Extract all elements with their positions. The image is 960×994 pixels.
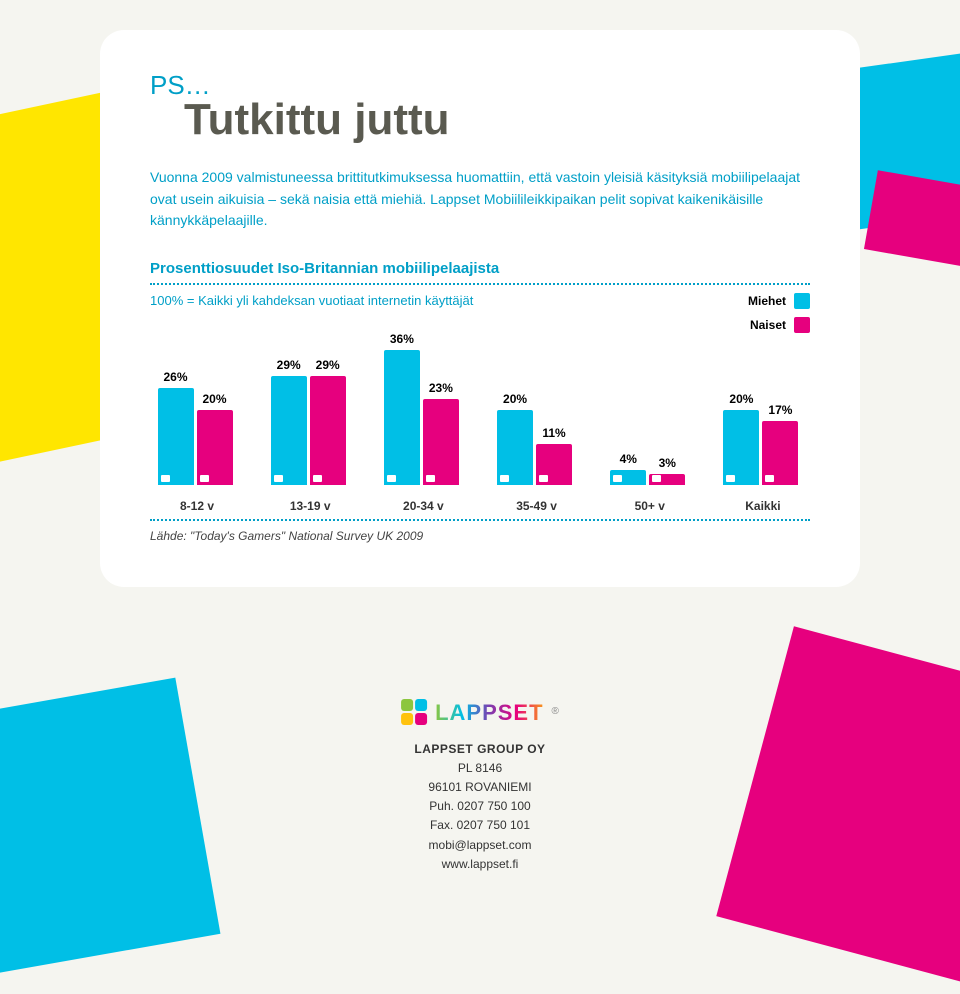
bar-naiset <box>649 474 685 485</box>
bar-miehet <box>723 410 759 485</box>
bar-value-label: 20% <box>729 392 753 406</box>
bar-wrap: 23% <box>423 381 459 485</box>
bar-group: 29% 29% <box>263 358 353 485</box>
chart-x-axis: 8-12 v 13-19 v 20-34 v 35-49 v 50+ v Kaikki <box>150 499 810 513</box>
content-card: PS… Tutkittu juttu Vuonna 2009 valmistun… <box>100 30 860 587</box>
bar-value-label: 11% <box>542 426 565 440</box>
legend-naiset-label: Naiset <box>750 318 786 332</box>
footer-line: mobi@lappset.com <box>401 836 559 855</box>
footer-line: 96101 ROVANIEMI <box>401 778 559 797</box>
divider-top <box>150 283 810 285</box>
intro-paragraph: Vuonna 2009 valmistuneessa brittitutkimu… <box>150 167 810 232</box>
bar-naiset <box>197 410 233 485</box>
chart-legend: Miehet Naiset <box>748 293 810 341</box>
footer: LAPPSET ® LAPPSET GROUP OY PL 814696101 … <box>401 695 559 875</box>
x-axis-label: 8-12 v <box>152 499 242 513</box>
bar-group: 20% 11% <box>490 392 580 485</box>
bar-value-label: 17% <box>768 403 792 417</box>
bar-naiset <box>536 444 572 485</box>
logo-wordmark: LAPPSET <box>435 695 543 730</box>
bar-wrap: 26% <box>158 370 194 486</box>
logo-mark-icon <box>401 699 427 725</box>
bar-miehet <box>271 376 307 485</box>
x-axis-label: 50+ v <box>605 499 695 513</box>
bar-naiset <box>423 399 459 485</box>
heading-main: Tutkittu juttu <box>184 95 810 145</box>
legend-naiset-swatch <box>794 317 810 333</box>
footer-line: Puh. 0207 750 100 <box>401 797 559 816</box>
bar-naiset <box>762 421 798 485</box>
bar-wrap: 3% <box>649 456 685 485</box>
bg-shape-magenta-br <box>716 626 960 993</box>
bar-miehet <box>497 410 533 485</box>
x-axis-label: 35-49 v <box>492 499 582 513</box>
divider-bottom <box>150 519 810 521</box>
logo-registered-icon: ® <box>552 704 559 720</box>
bar-wrap: 36% <box>384 332 420 485</box>
chart-subtitle: 100% = Kaikki yli kahdeksan vuotiaat int… <box>150 293 473 308</box>
footer-line: PL 8146 <box>401 759 559 778</box>
bar-value-label: 20% <box>503 392 527 406</box>
bar-wrap: 20% <box>723 392 759 485</box>
bar-value-label: 23% <box>429 381 453 395</box>
bar-value-label: 3% <box>659 456 676 470</box>
footer-line: www.lappset.fi <box>401 855 559 874</box>
bar-wrap: 29% <box>271 358 307 485</box>
bar-value-label: 26% <box>163 370 187 384</box>
bar-wrap: 11% <box>536 426 572 485</box>
bar-group: 20% 17% <box>716 392 806 485</box>
bar-chart: 26% 20% 29% 29% 36% 23% 20% 11% 4% 3% 20% 17% <box>150 315 810 485</box>
bar-value-label: 29% <box>277 358 301 372</box>
bar-naiset <box>310 376 346 485</box>
chart-title: Prosenttiosuudet Iso-Britannian mobiilip… <box>150 260 810 277</box>
bar-wrap: 17% <box>762 403 798 485</box>
chart-source: Lähde: "Today's Gamers" National Survey … <box>150 529 810 543</box>
bar-miehet <box>158 388 194 486</box>
bar-group: 36% 23% <box>376 332 466 485</box>
footer-line: Fax. 0207 750 101 <box>401 816 559 835</box>
bar-wrap: 20% <box>497 392 533 485</box>
bar-miehet <box>384 350 420 485</box>
bar-value-label: 20% <box>202 392 226 406</box>
bar-group: 26% 20% <box>150 370 240 486</box>
footer-company: LAPPSET GROUP OY <box>401 740 559 759</box>
bar-value-label: 29% <box>316 358 340 372</box>
bg-shape-cyan-bl <box>0 678 220 983</box>
bar-value-label: 36% <box>390 332 414 346</box>
bg-shape-magenta-tr <box>864 170 960 270</box>
lappset-logo: LAPPSET ® <box>401 695 559 730</box>
legend-miehet-swatch <box>794 293 810 309</box>
legend-miehet-label: Miehet <box>748 294 786 308</box>
x-axis-label: 13-19 v <box>265 499 355 513</box>
bar-wrap: 29% <box>310 358 346 485</box>
bar-wrap: 20% <box>197 392 233 485</box>
bar-wrap: 4% <box>610 452 646 485</box>
bar-miehet <box>610 470 646 485</box>
bar-group: 4% 3% <box>603 452 693 485</box>
x-axis-label: 20-34 v <box>378 499 468 513</box>
x-axis-label: Kaikki <box>718 499 808 513</box>
bar-value-label: 4% <box>620 452 637 466</box>
